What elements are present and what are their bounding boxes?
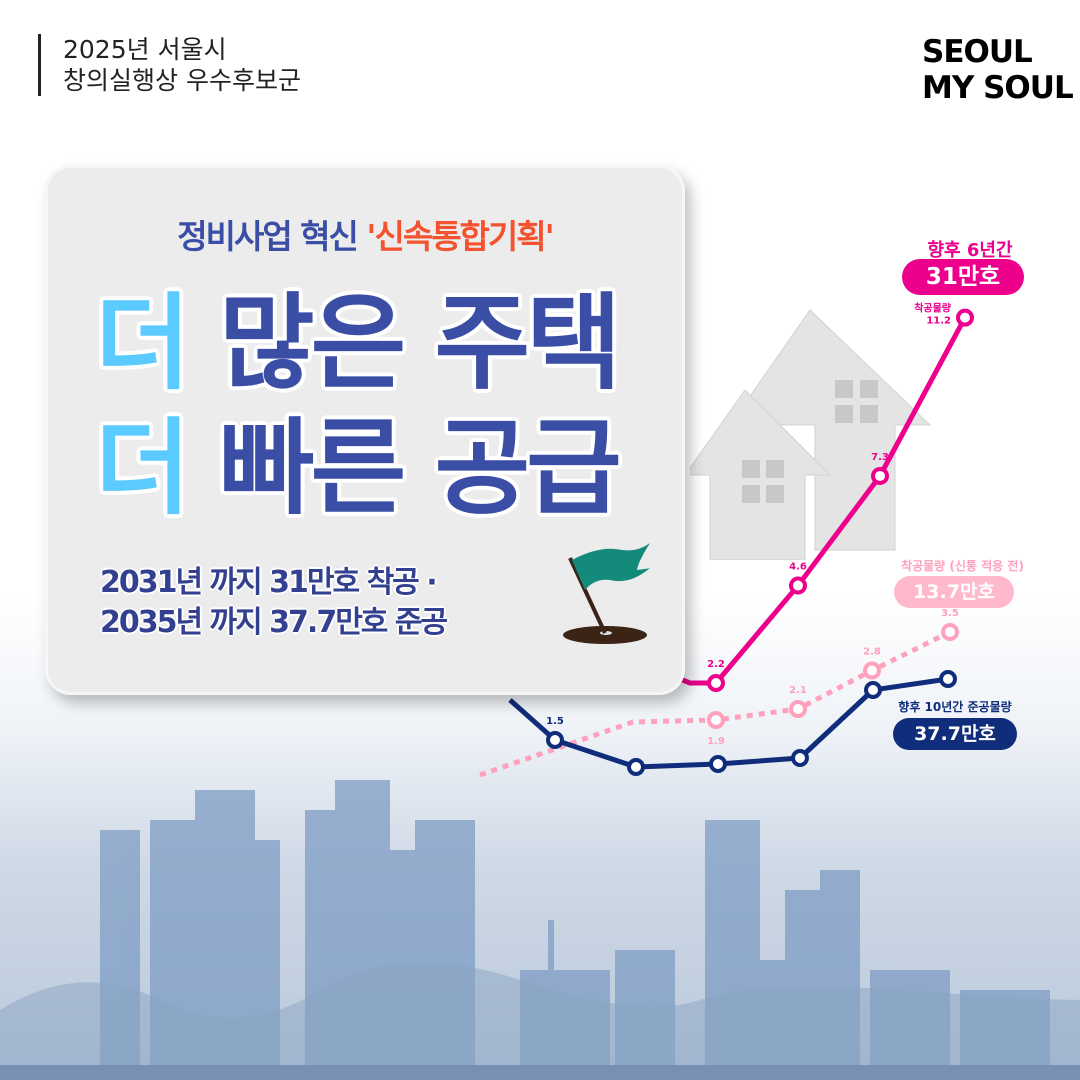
data-point [864, 681, 882, 699]
data-point [789, 700, 807, 718]
data-point [791, 749, 809, 767]
data-point [709, 755, 727, 773]
data-point [707, 674, 725, 692]
callout-title-before: 착공물량 (신통 적용 전) [901, 559, 1024, 573]
data-label: 1.5 [546, 716, 564, 727]
data-label: 2.2 [707, 659, 725, 670]
house-icons [690, 309, 932, 560]
data-point [863, 661, 881, 680]
data-label: 3.5 [941, 608, 959, 619]
data-label: 2.8 [863, 647, 881, 658]
callout-13-7man: 13.7만호 [894, 576, 1014, 608]
data-label: 7.3 [871, 452, 889, 463]
header-line1: 2025년 서울시 [63, 35, 227, 64]
callout-title-10yr: 향후 10년간 준공물량 [898, 700, 1012, 714]
data-label: 착공물량 [914, 302, 952, 315]
headline-line2: 더 빠른 공급 [95, 407, 622, 529]
golf-flag-icon [563, 543, 651, 644]
callout-37-7man: 37.7만호 [893, 718, 1017, 750]
card-subtitle: 정비사업 혁신 '신속통합기획' [177, 217, 555, 256]
data-label: 1.9 [707, 736, 725, 747]
summary-line2: 2035년 까지 37.7만호 준공 [100, 605, 448, 640]
callout-31man: 31만호 [902, 259, 1024, 295]
city-skyline-image [0, 780, 1080, 1080]
award-header: 2025년 서울시 창의실행상 우수후보군 [38, 34, 301, 96]
data-label: 2.1 [789, 685, 807, 696]
callout-title-6yr: 향후 6년간 [927, 240, 1013, 261]
headline-card: 정비사업 혁신 '신속통합기획' 더 많은 주택 더 빠른 공급 2031년 까… [45, 165, 685, 695]
data-point [789, 576, 807, 595]
data-point [707, 711, 725, 729]
data-label: 11.2 [926, 316, 951, 327]
data-point [956, 308, 974, 327]
series-line-1 [479, 629, 952, 778]
data-point [546, 731, 564, 749]
data-point [939, 670, 957, 688]
headline-line1: 더 많은 주택 [95, 282, 622, 404]
summary-line1: 2031년 까지 31만호 착공 · [100, 565, 438, 600]
header-line2: 창의실행상 우수후보군 [63, 66, 301, 95]
data-point [941, 623, 959, 641]
subtitle-highlight: '신속통합기획' [366, 217, 554, 256]
data-point [871, 466, 889, 485]
seoul-my-soul-logo: SEOUL MY SOUL [922, 34, 1074, 106]
data-label: 4.6 [789, 562, 807, 573]
data-point [627, 758, 645, 776]
